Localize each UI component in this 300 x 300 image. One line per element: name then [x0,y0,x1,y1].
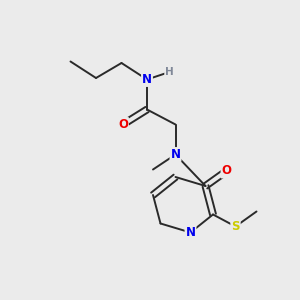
Text: N: N [170,148,181,161]
Text: S: S [231,220,240,233]
Text: O: O [118,118,128,131]
Text: N: N [185,226,196,239]
Text: N: N [142,73,152,86]
Text: H: H [165,67,174,77]
Text: O: O [221,164,232,178]
